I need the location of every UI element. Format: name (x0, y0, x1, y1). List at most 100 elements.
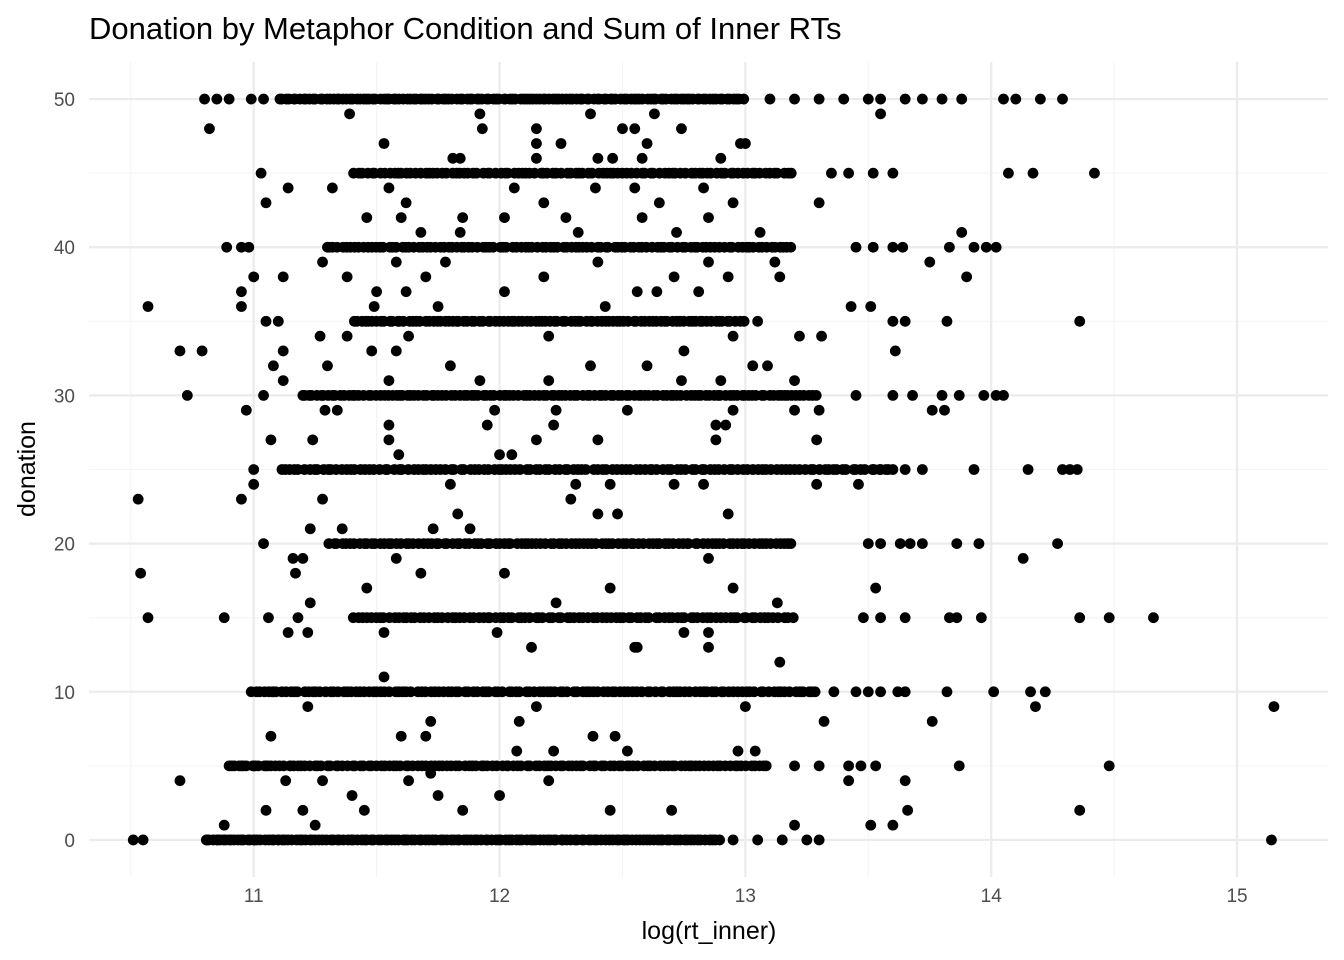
x-tick-label: 15 (1226, 886, 1247, 907)
data-point (749, 745, 761, 757)
data-point (870, 582, 882, 594)
data-point (400, 197, 412, 209)
data-point (494, 790, 505, 801)
data-point (769, 256, 781, 268)
data-point (531, 434, 542, 446)
data-point (855, 760, 867, 772)
data-point (604, 478, 616, 490)
data-point (223, 93, 235, 105)
data-point (127, 834, 139, 846)
data-point (304, 597, 316, 609)
data-point (245, 93, 257, 105)
data-point (592, 256, 604, 268)
data-point (865, 819, 877, 831)
data-point (671, 227, 682, 238)
data-point (245, 686, 257, 698)
data-point (1057, 464, 1068, 475)
data-point (491, 627, 503, 638)
data-point (331, 404, 343, 416)
data-point (789, 375, 800, 386)
data-point (754, 227, 766, 238)
data-point (762, 360, 773, 372)
data-point (368, 301, 380, 312)
data-point (302, 701, 314, 712)
data-point (956, 227, 968, 238)
data-point (403, 330, 414, 342)
data-point (218, 819, 230, 831)
data-point (961, 271, 973, 283)
data-point (1003, 167, 1014, 179)
data-point (887, 167, 899, 179)
data-point (794, 330, 805, 342)
data-point (862, 686, 874, 698)
data-point (1057, 93, 1068, 105)
data-point (789, 760, 800, 772)
data-point (998, 93, 1009, 105)
data-point (801, 834, 813, 846)
data-point (636, 212, 648, 223)
data-point (236, 760, 247, 772)
data-point (199, 93, 210, 105)
data-point (899, 315, 911, 327)
data-point (204, 123, 215, 135)
data-point (776, 834, 788, 846)
data-point (236, 286, 247, 298)
data-point (420, 271, 432, 283)
data-point (978, 390, 990, 401)
data-point (843, 760, 855, 772)
data-point (862, 538, 874, 549)
data-point (1025, 686, 1036, 698)
data-point (248, 834, 260, 846)
data-point (653, 197, 665, 209)
data-point (752, 315, 764, 327)
data-point (941, 686, 953, 698)
data-point (714, 834, 726, 846)
data-point (875, 464, 886, 475)
data-point (951, 538, 963, 549)
data-point (236, 493, 247, 505)
data-point (494, 449, 505, 461)
data-point (889, 345, 901, 357)
data-point (361, 582, 373, 594)
data-point (875, 538, 886, 549)
x-tick-label: 13 (735, 886, 756, 907)
data-point (838, 93, 850, 105)
data-point (341, 271, 353, 283)
data-point (290, 567, 301, 579)
data-point (703, 553, 714, 564)
data-point (291, 686, 303, 698)
data-point (720, 419, 732, 431)
data-point (243, 241, 255, 253)
data-point (513, 686, 525, 698)
data-point (580, 464, 592, 475)
data-point (828, 686, 840, 698)
data-point (867, 167, 879, 179)
data-point (887, 464, 899, 475)
data-point (506, 449, 518, 461)
data-point (710, 419, 722, 431)
data-point (738, 315, 750, 327)
data-point (990, 241, 1002, 253)
data-point (297, 553, 309, 564)
data-point (543, 330, 555, 342)
data-point (280, 775, 292, 787)
data-point (538, 271, 550, 283)
data-point (1268, 701, 1280, 712)
data-point (565, 493, 577, 505)
data-point (326, 182, 338, 194)
data-point (651, 286, 663, 298)
data-point (1103, 612, 1115, 624)
data-point (260, 804, 272, 816)
data-point (211, 834, 223, 846)
data-point (263, 612, 274, 624)
data-point (292, 612, 304, 624)
data-point (1266, 834, 1277, 846)
data-point (344, 108, 355, 120)
data-point (135, 567, 147, 579)
data-point (174, 775, 186, 787)
data-point (415, 227, 427, 238)
data-point (457, 212, 469, 223)
data-point (1039, 686, 1051, 698)
data-point (1148, 612, 1159, 624)
data-point (629, 182, 641, 194)
